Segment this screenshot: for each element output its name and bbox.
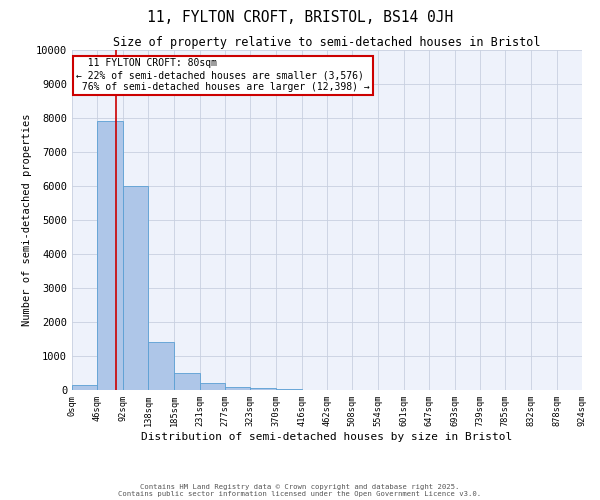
- Bar: [123, 186, 148, 390]
- Bar: [199, 383, 225, 390]
- Text: 11 FYLTON CROFT: 80sqm
← 22% of semi-detached houses are smaller (3,576)
 76% of: 11 FYLTON CROFT: 80sqm ← 22% of semi-det…: [76, 58, 370, 92]
- Text: 11, FYLTON CROFT, BRISTOL, BS14 0JH: 11, FYLTON CROFT, BRISTOL, BS14 0JH: [147, 10, 453, 25]
- Y-axis label: Number of semi-detached properties: Number of semi-detached properties: [22, 114, 32, 326]
- Bar: [97, 122, 123, 390]
- Bar: [174, 373, 200, 390]
- Bar: [225, 386, 250, 390]
- Title: Size of property relative to semi-detached houses in Bristol: Size of property relative to semi-detach…: [113, 36, 541, 49]
- Bar: [250, 388, 276, 390]
- Text: Contains HM Land Registry data © Crown copyright and database right 2025.: Contains HM Land Registry data © Crown c…: [140, 484, 460, 490]
- Bar: [148, 342, 174, 390]
- Bar: [72, 385, 97, 390]
- X-axis label: Distribution of semi-detached houses by size in Bristol: Distribution of semi-detached houses by …: [142, 432, 512, 442]
- Text: Contains public sector information licensed under the Open Government Licence v3: Contains public sector information licen…: [118, 491, 482, 497]
